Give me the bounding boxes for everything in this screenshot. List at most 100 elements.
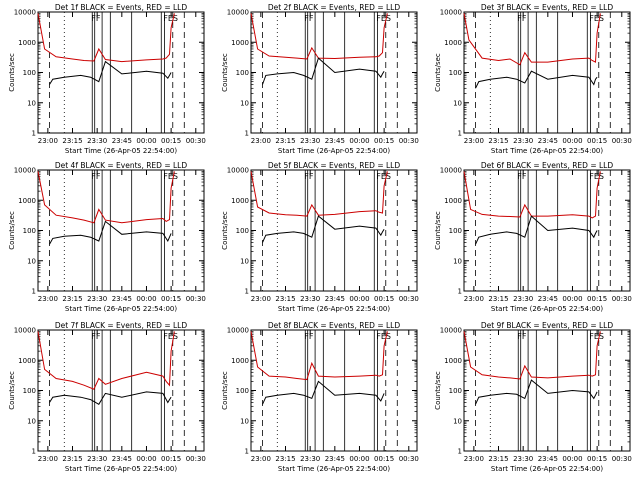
panel-title: Det 3f BLACK = Events, RED = LLD <box>481 3 614 12</box>
x-tick-label: 23:00 <box>38 455 58 463</box>
x-tick-label: 00:30 <box>612 137 632 145</box>
y-tick-label: 1000 <box>231 357 249 365</box>
x-tick-label: 23:15 <box>488 137 508 145</box>
lld-series-line <box>463 171 601 219</box>
x-tick-label: 00:00 <box>349 137 369 145</box>
events-series-line <box>49 60 172 85</box>
y-tick-label: 10 <box>453 99 462 107</box>
y-tick-label: 10000 <box>440 327 462 335</box>
x-tick-label: 23:30 <box>513 455 533 463</box>
x-axis-label: Start Time (26-Apr-05 22:54:00) <box>491 147 603 155</box>
x-tick-label: 00:30 <box>399 455 419 463</box>
x-tick-label: 23:15 <box>62 137 82 145</box>
panel-title: Det 8f BLACK = Events, RED = LLD <box>268 321 401 330</box>
y-tick-label: 10 <box>27 99 36 107</box>
x-axis-label: Start Time (26-Apr-05 22:54:00) <box>491 305 603 313</box>
panel-title: Det 9f BLACK = Events, RED = LLD <box>481 321 614 330</box>
y-tick-label: 100 <box>449 387 462 395</box>
x-tick-label: 00:00 <box>136 137 156 145</box>
plot-frame <box>37 11 205 134</box>
y-tick-label: 100 <box>449 69 462 77</box>
lld-series-line <box>37 13 175 63</box>
y-tick-label: 1 <box>32 448 36 456</box>
x-tick-label: 23:45 <box>325 137 345 145</box>
x-tick-label: 00:30 <box>399 295 419 303</box>
marker-label: FF <box>304 172 314 181</box>
y-tick-label: 100 <box>23 69 36 77</box>
y-tick-label: 1 <box>32 288 36 296</box>
panel-title: Det 5f BLACK = Events, RED = LLD <box>268 161 401 170</box>
y-axis-label: Counts/sec <box>8 211 16 250</box>
panel-title: Det 2f BLACK = Events, RED = LLD <box>268 3 401 12</box>
panel-title: Det 4f BLACK = Events, RED = LLD <box>55 161 188 170</box>
x-tick-label: 23:00 <box>464 295 484 303</box>
y-tick-label: 10000 <box>227 327 249 335</box>
y-tick-label: 100 <box>236 69 249 77</box>
y-tick-label: 100 <box>236 387 249 395</box>
y-tick-label: 10 <box>453 257 462 265</box>
y-tick-label: 1000 <box>444 39 462 47</box>
x-tick-label: 00:00 <box>136 455 156 463</box>
y-tick-label: 1000 <box>231 197 249 205</box>
y-tick-label: 1 <box>458 130 462 138</box>
x-tick-label: 23:00 <box>251 137 271 145</box>
x-tick-label: 23:30 <box>87 455 107 463</box>
y-tick-label: 10000 <box>440 167 462 175</box>
y-tick-label: 10 <box>27 417 36 425</box>
y-axis-label: Counts/sec <box>221 371 229 410</box>
plot-frame <box>250 11 418 134</box>
y-tick-label: 10 <box>240 417 249 425</box>
marker-label: F <box>163 172 168 181</box>
marker-label: F <box>163 332 168 341</box>
x-tick-label: 23:15 <box>275 137 295 145</box>
y-tick-label: 1 <box>458 448 462 456</box>
x-tick-label: 23:30 <box>300 137 320 145</box>
y-tick-label: 1 <box>32 130 36 138</box>
x-axis-label: Start Time (26-Apr-05 22:54:00) <box>278 305 390 313</box>
y-tick-label: 10 <box>240 257 249 265</box>
x-axis-label: Start Time (26-Apr-05 22:54:00) <box>278 147 390 155</box>
x-tick-label: 00:00 <box>562 455 582 463</box>
events-series-line <box>262 215 385 243</box>
y-tick-label: 100 <box>23 227 36 235</box>
marker-label: F <box>376 14 381 23</box>
plot-frame <box>463 11 631 134</box>
x-tick-label: 00:30 <box>186 455 206 463</box>
x-tick-label: 00:00 <box>562 137 582 145</box>
x-axis-label: Start Time (26-Apr-05 22:54:00) <box>278 465 390 473</box>
x-tick-label: 23:00 <box>38 295 58 303</box>
x-tick-label: 00:15 <box>374 455 394 463</box>
marker-label: FF <box>517 332 527 341</box>
y-tick-label: 1000 <box>18 39 36 47</box>
x-axis-label: Start Time (26-Apr-05 22:54:00) <box>65 465 177 473</box>
x-tick-label: 00:15 <box>374 295 394 303</box>
plot-frame <box>463 329 631 452</box>
y-tick-label: 1 <box>245 288 249 296</box>
y-tick-label: 100 <box>23 387 36 395</box>
marker-label: FF <box>91 332 101 341</box>
lld-series-line <box>37 171 175 224</box>
x-tick-label: 00:15 <box>161 137 181 145</box>
x-tick-label: 00:00 <box>349 295 369 303</box>
x-tick-label: 23:15 <box>488 295 508 303</box>
x-axis-label: Start Time (26-Apr-05 22:54:00) <box>65 305 177 313</box>
marker-label: ES <box>168 332 178 341</box>
y-tick-label: 1000 <box>18 357 36 365</box>
x-tick-label: 00:15 <box>587 137 607 145</box>
events-series-line <box>49 391 172 405</box>
marker-label: F <box>376 172 381 181</box>
y-tick-label: 10000 <box>440 9 462 17</box>
x-tick-label: 23:30 <box>87 295 107 303</box>
y-tick-label: 10 <box>453 417 462 425</box>
events-series-line <box>262 380 385 405</box>
x-axis-label: Start Time (26-Apr-05 22:54:00) <box>491 465 603 473</box>
x-tick-label: 23:30 <box>513 137 533 145</box>
marker-label: FF <box>517 14 527 23</box>
marker-label: FF <box>304 332 314 341</box>
y-tick-label: 10 <box>27 257 36 265</box>
